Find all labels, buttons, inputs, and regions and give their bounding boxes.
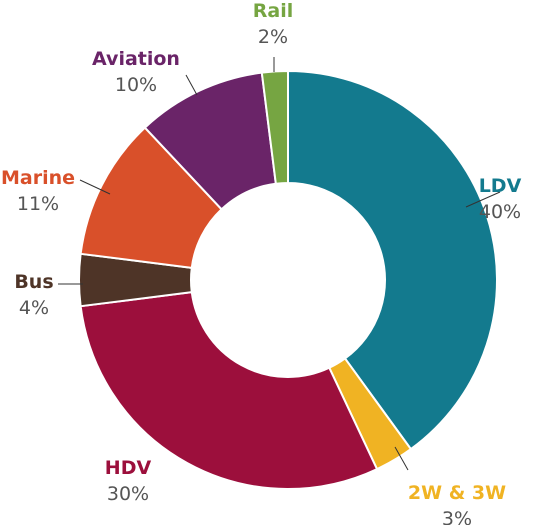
value-hdv: 30% xyxy=(107,483,149,505)
label-rail: Rail xyxy=(253,0,293,22)
label-bus: Bus xyxy=(14,271,53,293)
value-bus: 4% xyxy=(19,297,49,319)
leader-line-aviation xyxy=(185,74,198,96)
value-rail: 2% xyxy=(258,26,288,48)
label-2w-and-3w: 2W & 3W xyxy=(408,482,506,504)
leader-line-ldv xyxy=(465,191,501,208)
slice-hdv xyxy=(79,291,379,490)
value-ldv: 40% xyxy=(479,201,521,223)
slice-ldv xyxy=(287,69,498,451)
value-marine: 11% xyxy=(17,193,59,215)
label-marine: Marine xyxy=(1,167,75,189)
leader-line-marine xyxy=(79,179,111,195)
slices-group xyxy=(78,69,498,490)
label-aviation: Aviation xyxy=(92,48,180,70)
value-aviation: 10% xyxy=(115,74,157,96)
label-ldv: LDV xyxy=(479,175,522,197)
labels-group: LDV 40% 2W & 3W 3% HDV 30% Bus 4% Marine 11% Aviat… xyxy=(1,0,522,525)
value-2w-and-3w: 3% xyxy=(442,508,472,525)
label-hdv: HDV xyxy=(105,457,152,479)
leader-line-2w-and-3w xyxy=(394,446,409,471)
slice-rail xyxy=(260,69,289,185)
leader-lines-group xyxy=(58,57,501,471)
